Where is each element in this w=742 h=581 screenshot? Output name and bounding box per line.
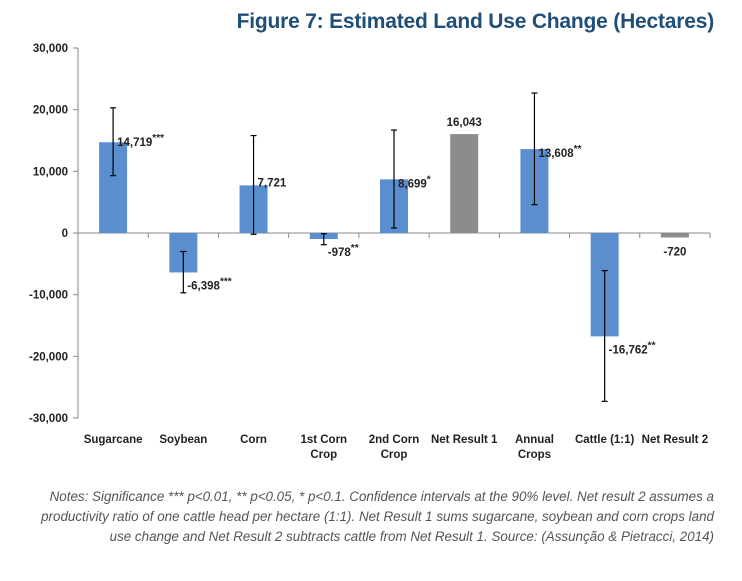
y-tick-label: -30,000 [29, 413, 68, 425]
y-tick-label: -10,000 [29, 290, 68, 302]
category-label: Annual Crops [515, 434, 554, 461]
value-label: -16,762** [609, 340, 656, 356]
y-tick-label: -20,000 [29, 351, 68, 363]
category-label: Cattle (1:1) [575, 434, 635, 446]
value-label: -6,398*** [187, 276, 231, 292]
bar-chart: 30,000 20,000 10,000 0 -10,000 -20,000 -30,000… [29, 43, 711, 461]
y-tick-label: 20,000 [33, 105, 68, 117]
category-label: 2nd Corn Crop [369, 434, 419, 461]
category-label: Net Result 2 [642, 434, 708, 446]
value-label: 13,608** [538, 144, 581, 160]
category-label: 1st Corn Crop [300, 434, 347, 461]
value-label: 16,043 [447, 117, 482, 129]
y-tick-label: 30,000 [33, 43, 68, 55]
value-label: 8,699* [398, 174, 431, 190]
bar [450, 134, 479, 233]
category-label: Sugarcane [84, 434, 143, 446]
chart-value-labels: 14,719*** -6,398*** 7,721 -978** 8,699* 16,04… [117, 117, 686, 356]
value-label: -978** [328, 243, 359, 259]
y-tick-label: 0 [62, 228, 68, 240]
value-label: -720 [663, 246, 686, 258]
bar [660, 233, 689, 238]
category-label: Soybean [159, 434, 207, 446]
y-tick-label: 10,000 [33, 166, 68, 178]
chart-error-bars [110, 92, 608, 402]
category-label: Net Result 1 [431, 434, 498, 446]
category-label: Corn [240, 434, 267, 446]
value-label: 7,721 [258, 177, 287, 189]
value-label: 14,719*** [117, 133, 164, 149]
chart-category-labels: Sugarcane Soybean Corn 1st Corn Crop 2nd Corn… [84, 434, 708, 461]
chart-notes: Notes: Significance *** p<0.01, ** p<0.0… [41, 489, 714, 544]
chart-title: Figure 7: Estimated Land Use Change (Hec… [236, 10, 715, 33]
